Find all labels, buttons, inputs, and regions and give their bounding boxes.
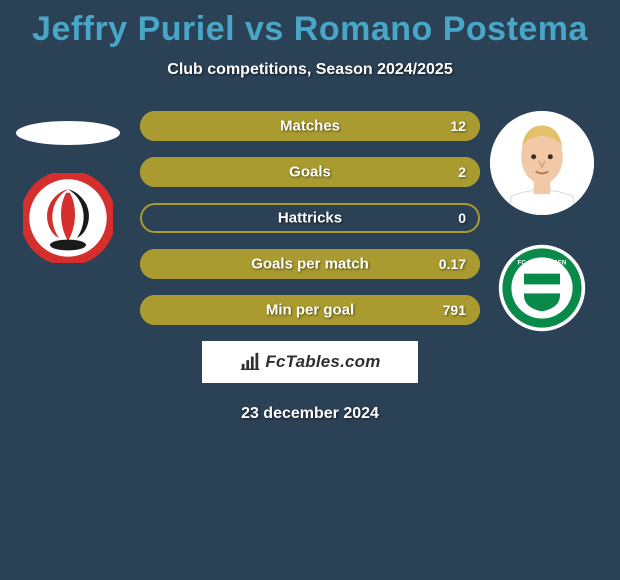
svg-text:FC GRONINGEN: FC GRONINGEN xyxy=(518,260,567,267)
right-player-column: FC GRONINGEN xyxy=(482,111,602,333)
player-face-icon xyxy=(490,111,594,215)
stat-label: Min per goal xyxy=(266,302,354,319)
groningen-logo-icon: FC GRONINGEN xyxy=(497,243,587,333)
stat-row: Goals 2 xyxy=(140,157,480,187)
stat-value: 12 xyxy=(450,118,466,134)
stat-row: Matches 12 xyxy=(140,111,480,141)
page-title: Jeffry Puriel vs Romano Postema xyxy=(0,0,620,49)
stat-label: Goals xyxy=(289,164,331,181)
stat-row: Min per goal 791 xyxy=(140,295,480,325)
left-player-photo-placeholder xyxy=(16,121,120,145)
stat-value: 791 xyxy=(443,302,466,318)
watermark: FcTables.com xyxy=(202,341,418,383)
stat-label: Goals per match xyxy=(251,256,369,273)
stat-row: Goals per match 0.17 xyxy=(140,249,480,279)
left-player-column xyxy=(8,111,128,263)
stat-value: 0.17 xyxy=(439,256,466,272)
almere-city-logo-icon xyxy=(23,173,113,263)
bar-chart-icon xyxy=(239,351,261,373)
date-line: 23 december 2024 xyxy=(0,405,620,423)
watermark-text: FcTables.com xyxy=(265,352,380,372)
comparison-area: Matches 12 Goals 2 Hattricks 0 Goals per match… xyxy=(0,111,620,325)
stats-bars: Matches 12 Goals 2 Hattricks 0 Goals per match… xyxy=(140,111,480,325)
left-club-logo xyxy=(23,173,113,263)
right-player-photo xyxy=(490,111,594,215)
stat-label: Hattricks xyxy=(278,210,342,227)
right-club-logo: FC GRONINGEN xyxy=(497,243,587,333)
subtitle: Club competitions, Season 2024/2025 xyxy=(0,61,620,79)
stat-value: 2 xyxy=(458,164,466,180)
stat-value: 0 xyxy=(458,210,466,226)
stat-row: Hattricks 0 xyxy=(140,203,480,233)
stat-label: Matches xyxy=(280,118,340,135)
